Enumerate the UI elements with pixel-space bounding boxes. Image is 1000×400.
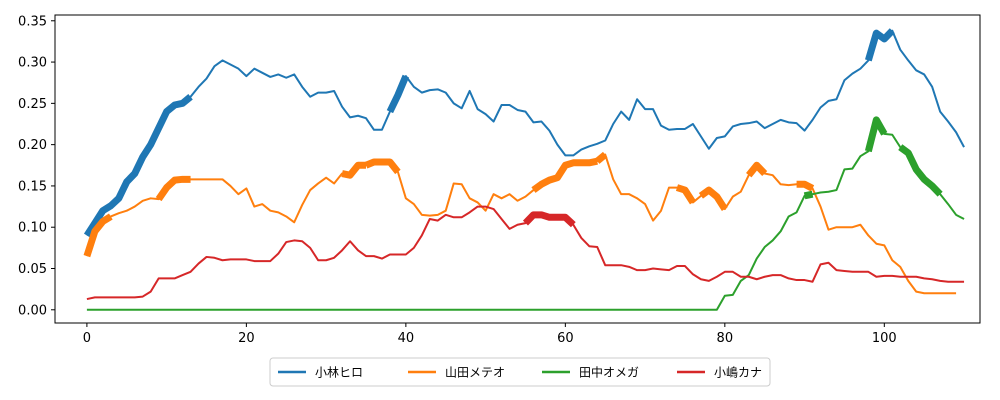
series-layer <box>83 28 965 311</box>
series-highlight-1-9 <box>796 180 815 192</box>
series-1 <box>83 151 957 295</box>
legend-label-3: 小嶋カナ <box>714 366 762 380</box>
x-axis: 0 20 40 60 80 100 <box>83 323 897 346</box>
legend: 小林ヒロ 山田メテオ 田中オメガ 小嶋カナ <box>269 357 771 387</box>
legend-label-1: 山田メテオ <box>445 366 505 380</box>
x-tick-label-3: 60 <box>557 331 574 346</box>
x-tick-label-5: 100 <box>872 331 897 346</box>
series-highlight-3-0 <box>522 211 576 228</box>
y-tick-label-6: 0.30 <box>18 56 47 71</box>
legend-label-0: 小林ヒロ <box>315 366 363 380</box>
legend-label-2: 田中オメガ <box>579 365 639 380</box>
series-line-2 <box>86 118 965 311</box>
series-highlight-2-1 <box>864 116 888 153</box>
plot-background <box>55 15 980 323</box>
y-tick-label-4: 0.20 <box>18 138 47 153</box>
series-highlight-1-1 <box>155 175 191 202</box>
series-3 <box>86 205 965 301</box>
series-highlight-1-8 <box>746 161 768 178</box>
x-tick-label-2: 40 <box>398 331 415 346</box>
x-tick-label-0: 0 <box>83 331 91 346</box>
series-highlight-1-0 <box>83 213 113 258</box>
series-highlight-2-2 <box>898 144 943 197</box>
plot-frame <box>54 14 981 324</box>
y-tick-label-7: 0.35 <box>18 14 47 29</box>
series-line-0 <box>86 29 965 237</box>
series-highlight-1-2 <box>341 161 366 179</box>
series-highlight-0-0 <box>83 94 193 238</box>
y-tick-label-2: 0.10 <box>18 221 47 236</box>
series-highlight-1-4 <box>531 157 598 193</box>
y-tick-label-0: 0.00 <box>18 303 47 318</box>
y-tick-label-5: 0.25 <box>18 97 47 112</box>
x-tick-label-1: 20 <box>238 331 255 346</box>
series-highlight-2-0 <box>803 190 814 200</box>
series-highlight-1-5 <box>595 151 608 164</box>
series-highlight-1-3 <box>364 158 401 175</box>
series-highlight-0-2 <box>865 28 895 62</box>
legend-box <box>269 357 771 387</box>
series-highlight-1-6 <box>675 184 696 205</box>
series-highlight-1-7 <box>698 186 728 211</box>
series-0 <box>83 28 965 238</box>
y-tick-label-1: 0.05 <box>18 262 47 277</box>
series-2 <box>86 116 965 311</box>
y-tick-label-3: 0.15 <box>18 179 47 194</box>
series-highlight-0-1 <box>386 74 410 114</box>
x-tick-label-4: 80 <box>717 331 734 346</box>
y-axis: 0.00 0.05 0.10 0.15 0.20 0.25 0.30 0.35 <box>18 14 55 318</box>
